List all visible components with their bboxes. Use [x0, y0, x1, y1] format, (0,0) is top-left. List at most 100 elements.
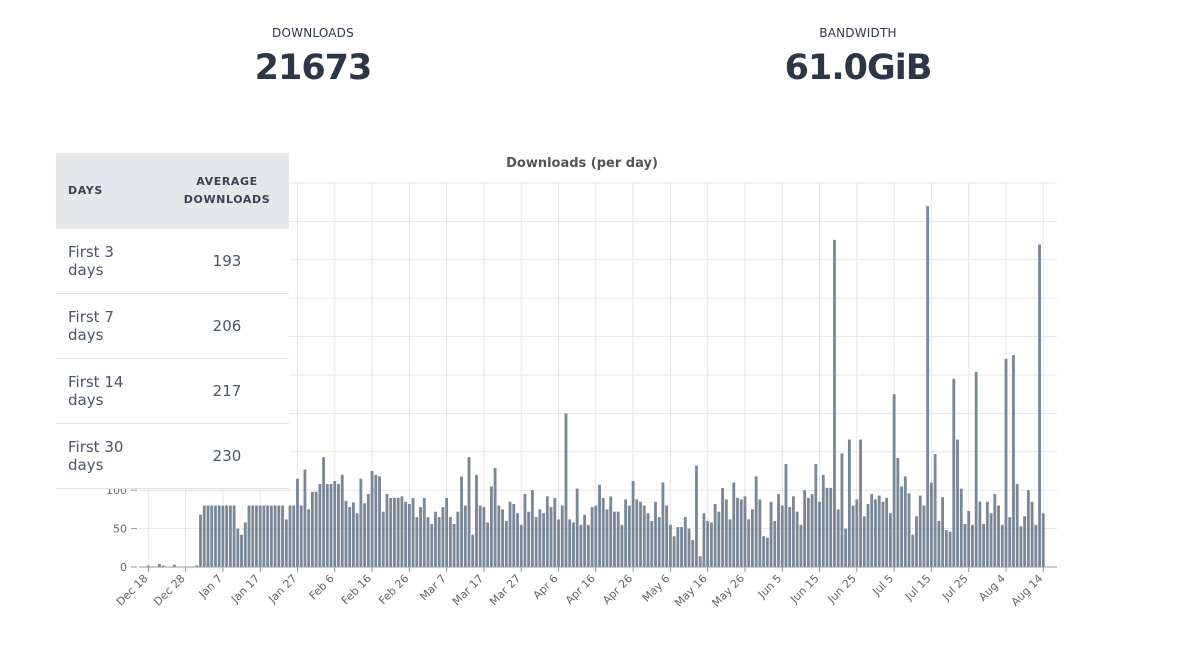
- cell: 206: [165, 293, 289, 359]
- cell: First 14 days: [56, 358, 165, 424]
- bar: [381, 511, 385, 567]
- x-tick-label: Jul 25: [939, 572, 971, 604]
- bar: [687, 528, 691, 567]
- table-row: First 7 days 206: [56, 293, 289, 359]
- chart-title: Downloads (per day): [506, 156, 658, 171]
- bar: [605, 509, 609, 567]
- bar: [501, 509, 504, 567]
- bar: [758, 499, 762, 567]
- x-tick-label: Jan 27: [265, 572, 299, 606]
- x-tick-label: Jun 15: [787, 572, 821, 606]
- bar: [329, 484, 333, 567]
- cell: First 3 days: [56, 229, 165, 294]
- x-tick-label: May 16: [672, 572, 710, 610]
- bar: [978, 501, 982, 567]
- cell: 217: [165, 358, 289, 424]
- bar: [627, 505, 631, 567]
- bar: [862, 516, 866, 567]
- bar: [683, 517, 687, 567]
- x-tick-label: Mar 27: [487, 572, 523, 608]
- bar: [340, 474, 344, 567]
- bar: [310, 491, 314, 567]
- bar: [706, 520, 710, 567]
- bar: [989, 513, 993, 567]
- bar: [754, 476, 758, 567]
- bar: [795, 511, 799, 567]
- cell: 193: [165, 229, 289, 294]
- bar: [859, 439, 862, 567]
- bar: [814, 464, 818, 567]
- bar: [866, 504, 870, 567]
- bar: [661, 482, 665, 567]
- bar: [877, 495, 881, 567]
- bar: [240, 534, 243, 567]
- bar: [415, 517, 419, 567]
- bar: [538, 509, 542, 567]
- bar: [922, 505, 926, 567]
- bar: [657, 517, 661, 567]
- bar: [851, 505, 855, 567]
- bar: [419, 507, 422, 567]
- x-tick-label: Apr 16: [563, 572, 598, 607]
- bar: [586, 524, 590, 567]
- bar: [579, 524, 583, 567]
- bar: [963, 523, 967, 567]
- bar: [299, 505, 303, 567]
- bar: [284, 519, 288, 567]
- bar: [1030, 501, 1034, 567]
- bar: [549, 507, 553, 567]
- bar: [434, 511, 437, 567]
- bar: [344, 500, 348, 567]
- bar: [359, 478, 363, 567]
- bar: [583, 514, 587, 567]
- bar: [448, 517, 452, 567]
- bar: [374, 474, 378, 567]
- bar: [676, 527, 680, 567]
- x-tick-label: Jun 5: [755, 572, 784, 601]
- bar: [199, 514, 202, 567]
- bar: [601, 497, 605, 567]
- bar: [389, 497, 393, 567]
- bar: [598, 484, 601, 567]
- bar: [217, 505, 221, 567]
- bar: [907, 493, 911, 567]
- bar: [236, 528, 240, 567]
- x-tick-label: May 6: [640, 572, 673, 605]
- bar: [788, 507, 792, 567]
- bar: [214, 505, 217, 567]
- bar: [855, 499, 859, 567]
- bar: [307, 509, 311, 567]
- bar: [277, 505, 281, 567]
- bar: [959, 488, 963, 567]
- bar: [530, 490, 534, 567]
- stat-downloads: DOWNLOADS 21673: [163, 26, 463, 88]
- bar: [527, 511, 531, 567]
- stat-value: 21673: [254, 48, 373, 88]
- bar: [173, 564, 176, 567]
- bar: [206, 505, 210, 567]
- bar: [624, 499, 628, 567]
- x-tick-label: Apr 26: [600, 572, 635, 607]
- bar: [396, 497, 400, 567]
- bar: [303, 469, 307, 567]
- bar: [736, 497, 739, 567]
- bar: [672, 536, 676, 567]
- bar: [568, 519, 572, 567]
- bar: [471, 534, 475, 567]
- bar: [900, 486, 903, 567]
- bar: [762, 536, 766, 567]
- table-row: First 3 days 193: [56, 229, 289, 294]
- bar: [296, 478, 299, 567]
- bar: [765, 537, 769, 567]
- bar: [557, 519, 560, 567]
- bar: [1012, 355, 1015, 567]
- bar: [348, 507, 352, 567]
- stat-label: DOWNLOADS: [272, 26, 354, 40]
- bar: [572, 522, 575, 567]
- bar: [523, 494, 527, 567]
- bar: [352, 502, 355, 567]
- table-row: First 30 days 230: [56, 423, 289, 489]
- bar: [534, 517, 538, 567]
- bar: [888, 513, 892, 567]
- bar: [941, 497, 945, 567]
